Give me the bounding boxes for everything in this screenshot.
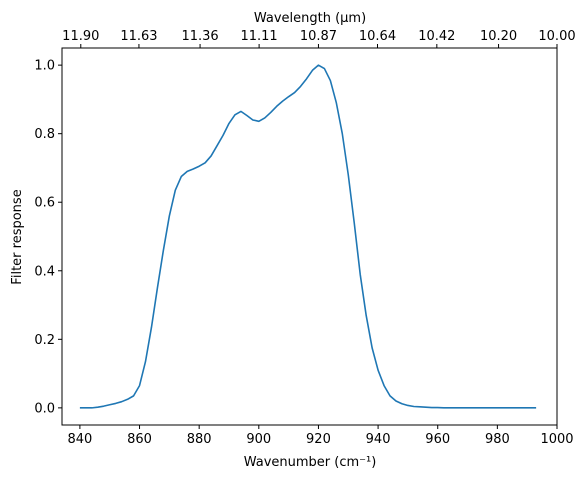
top-axis-label: Wavelength (μm) <box>254 11 366 26</box>
y-tick-label: 0.4 <box>34 264 55 279</box>
x-tick-label: 960 <box>425 432 450 447</box>
y-tick-label: 0.8 <box>34 127 55 142</box>
x-tick-label: 840 <box>67 432 92 447</box>
top-tick-label: 10.20 <box>480 29 517 44</box>
top-tick-label: 11.63 <box>120 29 157 44</box>
y-tick-label: 0.0 <box>34 401 55 416</box>
x-axis-label: Wavenumber (cm⁻¹) <box>244 455 377 470</box>
top-x-axis: 11.90 11.63 11.36 11.11 10.87 10.64 10.42 10.20… <box>62 29 576 48</box>
bottom-x-axis: 840 860 880 900 920 940 960 980 1000 <box>67 425 574 447</box>
x-tick-label: 940 <box>366 432 391 447</box>
x-tick-label: 880 <box>187 432 212 447</box>
y-tick-label: 1.0 <box>34 59 55 74</box>
top-tick-label: 11.36 <box>181 29 218 44</box>
top-tick-label: 11.90 <box>62 29 99 44</box>
x-tick-label: 980 <box>485 432 510 447</box>
left-y-axis: 0.0 0.2 0.4 0.6 0.8 1.0 <box>34 59 62 416</box>
series-line-0 <box>79 64 537 409</box>
top-tick-label: 11.11 <box>240 29 277 44</box>
y-tick-label: 0.6 <box>34 196 55 211</box>
x-tick-label: 1000 <box>540 432 573 447</box>
y-tick-label: 0.2 <box>34 333 55 348</box>
x-tick-label: 860 <box>127 432 152 447</box>
y-axis-label: Filter response <box>10 189 25 284</box>
plot-area <box>61 47 558 426</box>
top-tick-label: 10.42 <box>418 29 455 44</box>
top-tick-label: 10.87 <box>300 29 337 44</box>
top-tick-label: 10.64 <box>359 29 396 44</box>
series-layer <box>79 64 537 409</box>
x-tick-label: 900 <box>246 432 271 447</box>
top-tick-label: 10.00 <box>538 29 575 44</box>
x-tick-label: 920 <box>306 432 331 447</box>
plot-frame <box>61 47 558 426</box>
